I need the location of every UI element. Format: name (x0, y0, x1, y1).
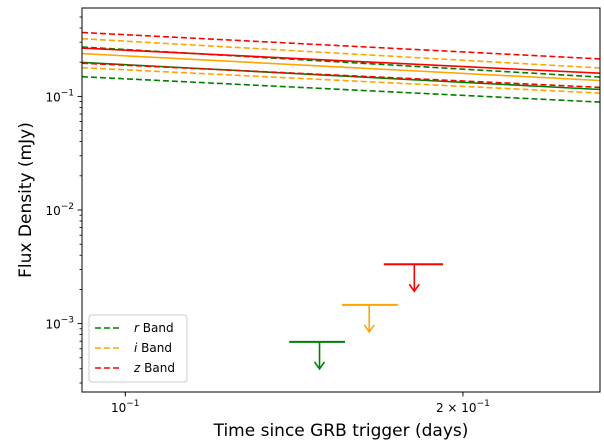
upper-limit-r (289, 340, 345, 371)
series-line-z-dashed-6 (82, 62, 600, 89)
y-tick-label: 10−2 (45, 202, 74, 218)
series-line-i-dashed-5 (82, 37, 600, 69)
series-line-z-dashed-8 (82, 31, 600, 60)
y-tick-label: 10−1 (45, 88, 74, 104)
plot-frame (81, 7, 601, 393)
series-line-r-dashed-0 (82, 75, 600, 103)
down-arrow-icon (313, 361, 326, 371)
down-arrow-icon (363, 324, 375, 334)
axes-group: 10−3 10−2 10−1 10−1 2 × 10−1 Time since GRB t… (16, 7, 601, 441)
series-line-z-solid-7 (82, 47, 600, 74)
legend-box (88, 314, 188, 383)
legend-label-z: z Band (133, 361, 175, 375)
upper-limit-z (383, 263, 444, 293)
series-line-i-dashed-3 (82, 66, 600, 94)
series-line-i-solid-4 (82, 52, 600, 82)
y-axis-title: Flux Density (mJy) (16, 122, 36, 278)
legend-label-r: r Band (134, 321, 174, 335)
x-tick-label: 10−1 (111, 399, 140, 415)
x-tick-label: 2 × 10−1 (436, 399, 490, 415)
legend-label-i: i Band (134, 341, 172, 355)
upper-limit-i (341, 303, 398, 334)
y-tick-label: 10−3 (45, 316, 74, 332)
x-axis-title: Time since GRB trigger (days) (213, 421, 469, 441)
down-arrow-icon (408, 283, 420, 293)
upper-limits-group (289, 263, 444, 371)
series-group (82, 31, 600, 103)
legend: r Band i Band z Band (88, 314, 188, 383)
